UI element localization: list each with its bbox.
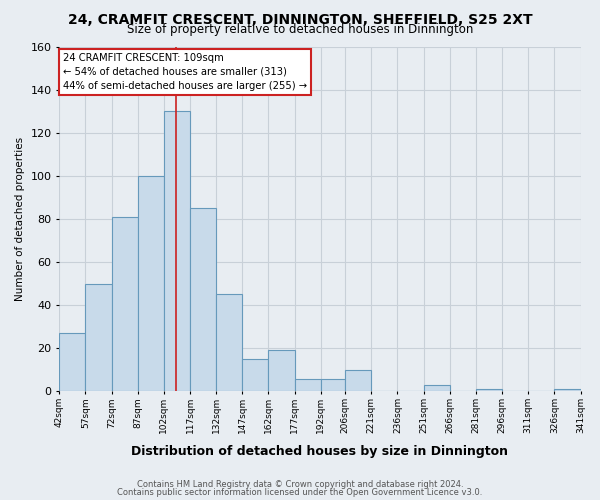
Text: 24 CRAMFIT CRESCENT: 109sqm
← 54% of detached houses are smaller (313)
44% of se: 24 CRAMFIT CRESCENT: 109sqm ← 54% of det…: [63, 53, 307, 91]
Bar: [216, 294, 242, 392]
Bar: [476, 390, 502, 392]
Bar: [85, 284, 112, 392]
Bar: [554, 390, 581, 392]
X-axis label: Distribution of detached houses by size in Dinnington: Distribution of detached houses by size …: [131, 444, 508, 458]
Bar: [164, 111, 190, 392]
Bar: [268, 350, 295, 392]
Bar: [138, 176, 164, 392]
Bar: [424, 385, 450, 392]
Bar: [59, 333, 85, 392]
Bar: [321, 378, 345, 392]
Text: Contains public sector information licensed under the Open Government Licence v3: Contains public sector information licen…: [118, 488, 482, 497]
Text: Size of property relative to detached houses in Dinnington: Size of property relative to detached ho…: [127, 22, 473, 36]
Text: Contains HM Land Registry data © Crown copyright and database right 2024.: Contains HM Land Registry data © Crown c…: [137, 480, 463, 489]
Bar: [190, 208, 216, 392]
Bar: [242, 359, 268, 392]
Bar: [345, 370, 371, 392]
Y-axis label: Number of detached properties: Number of detached properties: [15, 137, 25, 301]
Text: 24, CRAMFIT CRESCENT, DINNINGTON, SHEFFIELD, S25 2XT: 24, CRAMFIT CRESCENT, DINNINGTON, SHEFFI…: [68, 12, 532, 26]
Bar: [295, 378, 321, 392]
Bar: [112, 217, 138, 392]
